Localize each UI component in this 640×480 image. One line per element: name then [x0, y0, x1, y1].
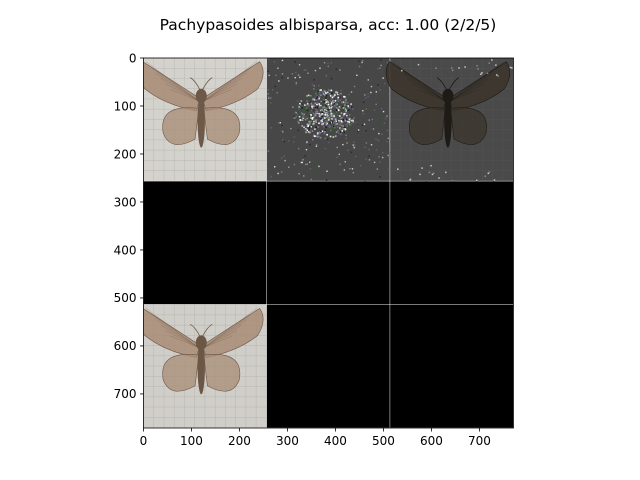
- moth-thorax: [442, 88, 454, 104]
- x-tick-label: 400: [324, 434, 347, 448]
- tile-background: [143, 181, 267, 305]
- moth-specimen: [143, 61, 264, 148]
- moth-specimen: [385, 61, 511, 148]
- x-tick-label: 0: [140, 434, 148, 448]
- moth-right-hindwing: [203, 107, 241, 145]
- moth-thorax: [195, 335, 207, 351]
- y-tick-label: 100: [114, 99, 137, 113]
- tile-r0-c1: [266, 58, 391, 182]
- moth-antenna-left: [436, 77, 448, 91]
- x-tick-label: 700: [468, 434, 491, 448]
- y-tick-label: 500: [114, 291, 137, 305]
- x-tick-label: 600: [420, 434, 443, 448]
- tile-r2-c2: [390, 304, 514, 428]
- tile-r0-c0: [143, 58, 267, 181]
- moth-left-hindwing: [162, 107, 200, 145]
- moth-abdomen: [197, 93, 205, 148]
- saliency-noise: [267, 58, 391, 182]
- moth-antenna-left: [189, 323, 201, 337]
- x-tick-label: 300: [276, 434, 299, 448]
- moth-left-hindwing: [409, 107, 446, 145]
- y-tick-label: 400: [114, 243, 137, 257]
- moth-antenna-right: [202, 323, 213, 337]
- moth-antenna-left: [189, 77, 201, 91]
- moth-abdomen: [444, 93, 452, 148]
- moth-abdomen: [197, 340, 205, 395]
- y-tick-label: 700: [114, 387, 137, 401]
- moth-right-hindwing: [450, 107, 487, 145]
- tile-r1-c0: [143, 181, 267, 305]
- tile-r2-c1: [266, 304, 390, 428]
- plot-area: [143, 58, 514, 428]
- moth-specimen: [143, 307, 264, 395]
- tile-background: [390, 304, 514, 428]
- moth-antenna-right: [202, 77, 213, 91]
- tile-background: [266, 181, 390, 305]
- tile-background: [266, 304, 390, 428]
- tile-r0-c2: [385, 58, 514, 183]
- y-tick-label: 200: [114, 147, 137, 161]
- moth-thorax: [195, 88, 207, 104]
- tile-r1-c1: [266, 181, 390, 305]
- tile-r2-c0: [143, 304, 267, 428]
- x-tick-label: 100: [180, 434, 203, 448]
- y-tick-label: 0: [129, 51, 137, 65]
- axes: 0 100 200 300 400 500 600 700 0 100 200 300 400 500 60…: [114, 51, 514, 448]
- moth-right-hindwing: [203, 354, 241, 392]
- chart-title: Pachypasoides albisparsa, acc: 1.00 (2/2…: [159, 16, 497, 34]
- y-tick-label: 300: [114, 195, 137, 209]
- axes-frame: [143, 57, 514, 429]
- y-tick-label: 600: [114, 339, 137, 353]
- moth-antenna-right: [448, 77, 460, 91]
- x-tick-label: 200: [228, 434, 251, 448]
- tile-background: [390, 181, 514, 305]
- tile-r1-c2: [390, 181, 514, 305]
- x-tick-label: 500: [372, 434, 395, 448]
- moth-left-hindwing: [162, 354, 200, 392]
